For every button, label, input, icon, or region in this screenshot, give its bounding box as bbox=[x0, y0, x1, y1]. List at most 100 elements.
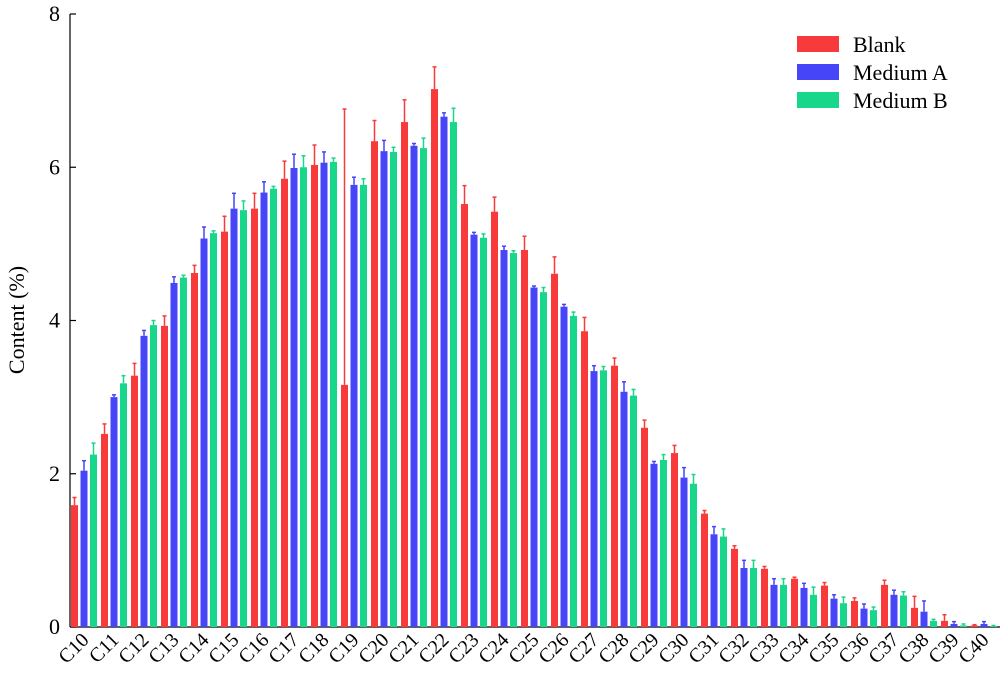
bar bbox=[101, 433, 108, 627]
bar bbox=[311, 164, 318, 628]
bar bbox=[140, 335, 148, 627]
bar bbox=[270, 188, 277, 627]
bar bbox=[581, 331, 588, 627]
bar bbox=[110, 397, 118, 627]
bar bbox=[911, 607, 918, 627]
bar bbox=[710, 534, 718, 627]
bar bbox=[780, 584, 787, 627]
bar bbox=[390, 151, 397, 628]
bar bbox=[900, 595, 907, 627]
bar bbox=[360, 184, 367, 627]
bar bbox=[650, 463, 658, 627]
bar bbox=[690, 483, 697, 627]
bar bbox=[320, 162, 328, 627]
bar bbox=[791, 578, 798, 627]
bar bbox=[840, 603, 847, 627]
bar bbox=[150, 325, 157, 627]
bar bbox=[221, 231, 228, 628]
bar bbox=[200, 238, 208, 628]
bar bbox=[290, 168, 298, 628]
bar bbox=[870, 610, 877, 627]
bar bbox=[920, 611, 928, 627]
bar bbox=[500, 250, 508, 627]
bar bbox=[630, 395, 637, 627]
bar bbox=[410, 145, 418, 628]
bar bbox=[251, 208, 258, 627]
legend-label: Medium A bbox=[853, 60, 948, 85]
bar bbox=[281, 178, 288, 627]
bar bbox=[191, 272, 198, 627]
bar bbox=[450, 122, 457, 627]
bar bbox=[341, 384, 348, 627]
bar bbox=[941, 620, 948, 627]
bar bbox=[551, 273, 558, 627]
bar bbox=[401, 122, 408, 627]
bar bbox=[380, 151, 388, 627]
bar bbox=[960, 625, 967, 627]
bar bbox=[350, 184, 358, 627]
bar bbox=[161, 325, 168, 627]
y-tick-label: 4 bbox=[49, 308, 60, 333]
bar bbox=[210, 233, 217, 627]
bar bbox=[660, 459, 667, 627]
bar bbox=[71, 505, 78, 627]
y-tick-label: 6 bbox=[49, 154, 60, 179]
bar bbox=[170, 282, 178, 627]
bar bbox=[701, 513, 708, 627]
bar bbox=[851, 600, 858, 627]
bar bbox=[620, 391, 628, 627]
bar bbox=[770, 584, 778, 627]
bar bbox=[570, 315, 577, 627]
legend-swatch bbox=[797, 64, 839, 80]
bar bbox=[680, 477, 688, 627]
bar bbox=[611, 365, 618, 627]
legend-swatch bbox=[797, 92, 839, 108]
bar bbox=[810, 594, 817, 627]
y-axis-label: Content (%) bbox=[4, 266, 29, 374]
bar bbox=[860, 608, 868, 627]
bar bbox=[80, 470, 88, 627]
bar bbox=[731, 548, 738, 627]
x-tick-label: C40 bbox=[954, 629, 993, 668]
bar bbox=[740, 567, 748, 627]
bar bbox=[480, 237, 487, 627]
bar bbox=[950, 623, 958, 627]
y-tick-label: 2 bbox=[49, 461, 60, 486]
bar bbox=[540, 292, 547, 627]
bar bbox=[930, 620, 937, 627]
bar bbox=[990, 626, 997, 627]
bar bbox=[560, 306, 568, 627]
bar bbox=[671, 453, 678, 627]
bar bbox=[491, 211, 498, 627]
legend-swatch bbox=[797, 36, 839, 52]
bar bbox=[881, 584, 888, 627]
bar bbox=[120, 383, 127, 627]
bar bbox=[240, 210, 247, 627]
bar bbox=[971, 625, 978, 627]
bar bbox=[590, 371, 598, 627]
legend-label: Medium B bbox=[853, 88, 948, 113]
bar bbox=[131, 375, 138, 627]
bar bbox=[420, 148, 427, 627]
bar bbox=[821, 585, 828, 627]
bar bbox=[750, 567, 757, 627]
bar bbox=[440, 116, 448, 628]
bar bbox=[800, 587, 808, 627]
bar bbox=[641, 427, 648, 627]
bar bbox=[300, 167, 307, 627]
bar bbox=[761, 568, 768, 627]
bar bbox=[830, 598, 838, 627]
bar bbox=[470, 234, 478, 627]
bar bbox=[180, 277, 187, 627]
bar bbox=[521, 250, 528, 627]
bar bbox=[980, 623, 988, 627]
bar bbox=[530, 287, 538, 627]
bar bbox=[461, 204, 468, 627]
bar bbox=[890, 594, 898, 627]
bar bbox=[90, 454, 97, 627]
bar bbox=[230, 208, 238, 627]
bar bbox=[510, 253, 517, 627]
bar bbox=[431, 89, 438, 627]
bar bbox=[330, 161, 337, 628]
